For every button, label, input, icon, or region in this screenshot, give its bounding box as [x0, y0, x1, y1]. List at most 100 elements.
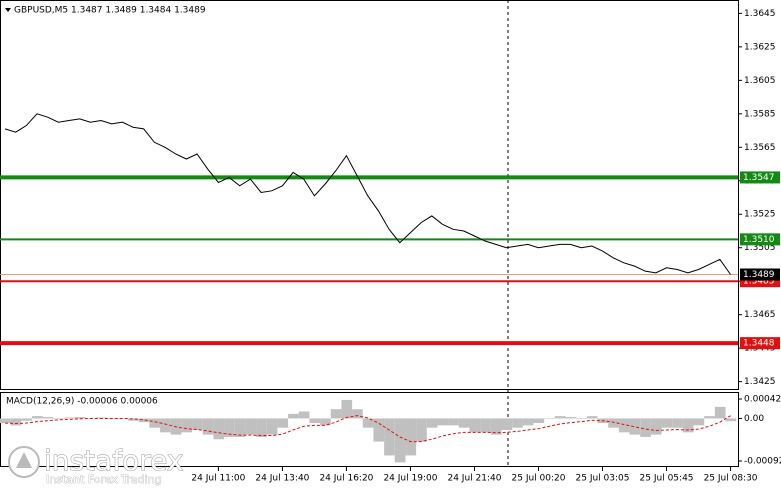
macd-bar — [352, 409, 363, 419]
y-tick-label: 0.00 — [744, 414, 764, 424]
macd-bar — [512, 418, 523, 428]
macd-bar — [522, 418, 534, 426]
x-tick-label: 24 Jul 16:20 — [319, 474, 373, 484]
price-line — [4, 113, 731, 275]
symbol-header: GBPUSD,M5 1.3487 1.3489 1.3484 1.3489 — [14, 6, 206, 16]
level-label-box — [740, 337, 780, 350]
macd-bar — [256, 418, 267, 437]
macd-bar — [618, 418, 630, 433]
macd-bar — [480, 418, 491, 433]
x-tick-label: 25 Jul 00:20 — [512, 474, 566, 484]
macd-bar — [565, 417, 577, 419]
macd-bar — [426, 418, 438, 428]
y-tick-label: 1.3625 — [744, 42, 776, 52]
macd-bar — [234, 418, 246, 437]
macd-bar — [448, 418, 459, 426]
macd-bar — [661, 418, 673, 428]
y-tick-label: 1.3645 — [744, 9, 776, 19]
level-label-box — [740, 233, 780, 246]
macd-bar — [693, 418, 705, 426]
x-tick-label: 25 Jul 08:30 — [704, 474, 758, 484]
y-tick-label: 0.00042 — [744, 395, 781, 405]
x-tick-label: 24 Jul 13:40 — [255, 474, 309, 484]
macd-bar — [181, 418, 193, 433]
macd-bar — [725, 418, 737, 422]
watermark-subtitle: Instant Forex Trading — [46, 473, 162, 486]
macd-bar — [490, 418, 502, 435]
macd-bar — [298, 411, 310, 419]
macd-bar — [224, 418, 235, 437]
macd-bar — [586, 416, 598, 419]
macd-bar — [544, 418, 555, 419]
macd-bar — [373, 418, 385, 442]
macd-bar — [202, 418, 214, 435]
current-price-label: 1.3489 — [743, 270, 775, 280]
macd-bar — [21, 418, 33, 421]
x-tick-label: 25 Jul 03:05 — [576, 474, 630, 484]
y-tick-label: 1.3585 — [744, 109, 776, 119]
macd-bar — [469, 418, 481, 433]
macd-bar — [10, 418, 22, 426]
macd-bar — [533, 418, 545, 424]
macd-bar — [64, 417, 75, 419]
macd-bar — [554, 416, 566, 419]
x-tick-label: 25 Jul 05:45 — [640, 474, 694, 484]
macd-bar — [149, 418, 161, 428]
macd-bar — [288, 413, 299, 419]
macd-bar — [53, 418, 65, 419]
y-tick-label: 1.3505 — [744, 243, 776, 253]
current-price-box — [740, 268, 780, 281]
macd-bar — [330, 409, 342, 419]
level-label-box — [740, 171, 780, 184]
watermark-logo-mark — [16, 452, 32, 468]
level-label: 1.3485 — [743, 277, 775, 287]
macd-bar — [437, 418, 449, 426]
macd-panel-border — [0, 392, 739, 467]
y-tick-label: 1.3425 — [744, 377, 776, 387]
macd-signal — [4, 415, 731, 443]
y-tick-label: -0.00092 — [744, 456, 781, 466]
level-label: 1.3448 — [743, 339, 775, 349]
level-label: 1.3510 — [743, 235, 775, 245]
macd-bar — [74, 417, 86, 419]
macd-bar — [266, 418, 278, 435]
macd-bar — [458, 418, 470, 428]
main-panel-border — [0, 0, 739, 390]
macd-bar — [682, 418, 694, 433]
macd-bar — [501, 418, 513, 430]
macd-bar — [394, 418, 406, 463]
macd-bar — [138, 418, 150, 423]
macd-header: MACD(12,26,9) -0.00006 0.00006 — [6, 397, 158, 407]
macd-bar — [405, 418, 417, 456]
y-tick-label: 1.3565 — [744, 143, 776, 153]
macd-bar — [245, 418, 257, 435]
macd-bar — [42, 417, 54, 419]
macd-bar — [714, 406, 726, 419]
macd-bar — [320, 418, 331, 426]
y-tick-label: 1.3605 — [744, 76, 776, 86]
macd-bar — [128, 418, 139, 421]
macd-bar — [309, 418, 321, 424]
y-tick-label: 1.3465 — [744, 310, 776, 320]
macd-bar — [608, 418, 619, 428]
x-tick-label: 24 Jul 21:40 — [447, 474, 501, 484]
macd-bar — [362, 418, 374, 428]
x-tick-label: 24 Jul 11:00 — [191, 474, 245, 484]
level-label: 1.3547 — [743, 173, 775, 183]
x-tick-label: 24 Jul 19:00 — [383, 474, 437, 484]
macd-bar — [160, 418, 171, 433]
macd-bar — [384, 418, 395, 456]
macd-bar — [650, 418, 662, 435]
macd-bar — [672, 418, 683, 428]
watermark: instaforex Instant Forex Trading — [8, 444, 184, 486]
watermark-text: instaforex — [44, 444, 183, 477]
macd-bar — [576, 418, 587, 419]
macd-bar — [192, 418, 203, 430]
macd-bar — [213, 418, 225, 440]
y-tick-label: 1.3525 — [744, 210, 776, 220]
macd-bar — [629, 418, 641, 435]
macd-bar — [640, 418, 651, 437]
macd-bar — [416, 418, 427, 442]
